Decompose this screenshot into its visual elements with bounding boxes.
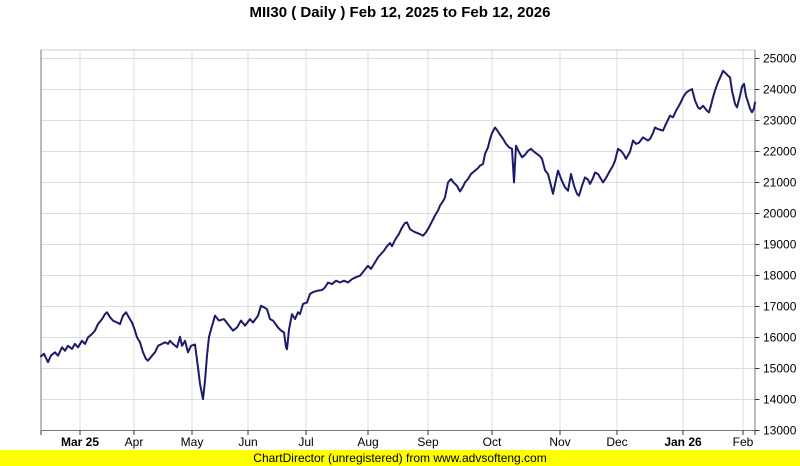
y-axis-label: 24000 [763,83,797,97]
footer-bar: ChartDirector (unregistered) from www.ad… [0,450,800,466]
x-axis-label: Jun [238,435,257,449]
x-axis-label: Jul [298,435,313,449]
y-axis-label: 18000 [763,269,797,283]
y-axis-label: 17000 [763,300,797,314]
x-axis-label: Nov [549,435,570,449]
x-axis-label: Oct [483,435,502,449]
x-axis-label: Apr [125,435,144,449]
y-axis-label: 14000 [763,393,797,407]
y-axis-label: 15000 [763,362,797,376]
x-axis-label: Sep [417,435,439,449]
y-axis-label: 22000 [763,145,797,159]
y-axis-label: 13000 [763,424,797,438]
chart-title: MII30 ( Daily ) Feb 12, 2025 to Feb 12, … [249,4,551,21]
price-chart: 13000 14000 15000 16000 17000 18000 19000 20000… [40,49,797,449]
x-axis-label: Jan 26 [664,435,702,449]
y-axis-label: 21000 [763,176,797,190]
x-axis-label: Dec [606,435,627,449]
y-axis-label: 19000 [763,238,797,252]
price-line-series [40,69,756,401]
y-axis-label: 20000 [763,207,797,221]
x-axis-label: Mar 25 [61,435,99,449]
x-axis-label: Feb [733,435,754,449]
y-axis-label: 23000 [763,114,797,128]
footer-credit-text: ChartDirector (unregistered) from www.ad… [253,451,547,465]
x-axis-label: May [181,435,204,449]
y-axis-label: 25000 [763,52,797,66]
x-axis-label: Aug [357,435,378,449]
y-axis-label: 16000 [763,331,797,345]
